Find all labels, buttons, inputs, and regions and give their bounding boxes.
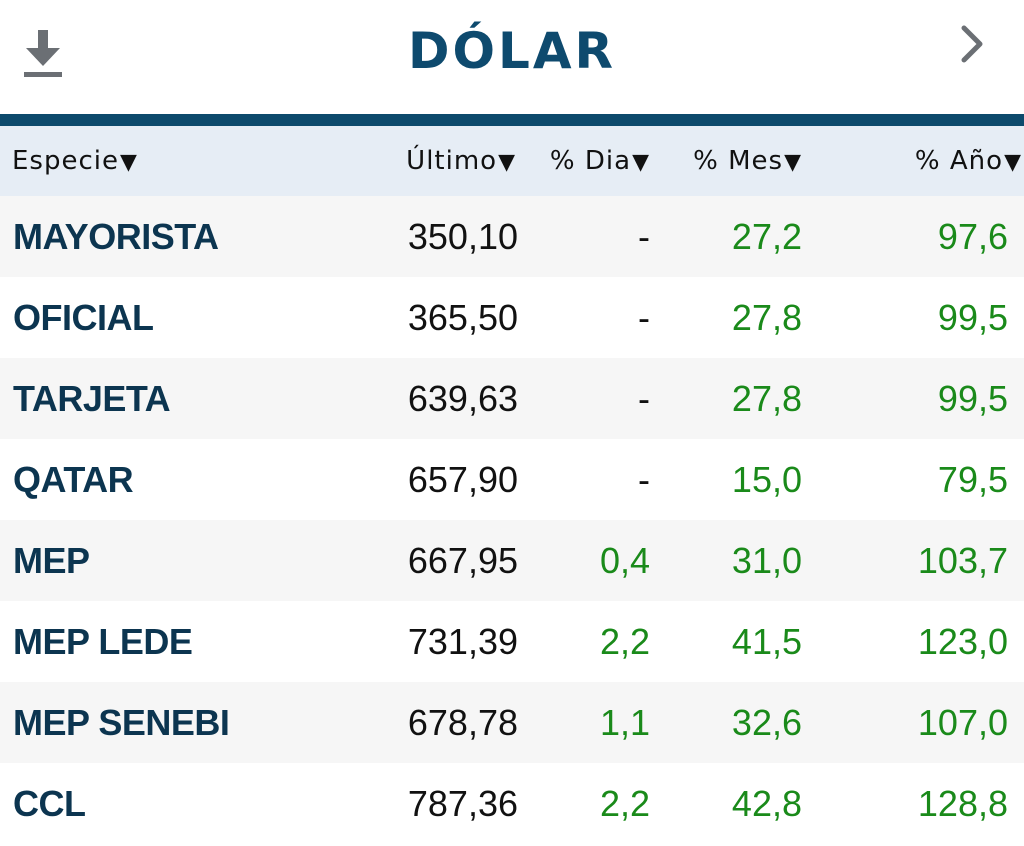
table-row[interactable]: QATAR 657,90 - 15,0 79,5 <box>0 439 1024 520</box>
row-month-change: 15,0 <box>731 458 802 500</box>
row-last: 365,50 <box>407 296 518 338</box>
column-header-mes[interactable]: % Mes▼ <box>693 146 802 176</box>
table-row[interactable]: OFICIAL 365,50 - 27,8 99,5 <box>0 277 1024 358</box>
header-divider <box>0 114 1024 126</box>
row-name: CCL <box>13 782 86 824</box>
row-month-change: 27,8 <box>731 377 802 419</box>
row-month-change: 42,8 <box>731 782 802 824</box>
widget-header: DÓLAR <box>0 0 1024 114</box>
row-month-change: 31,0 <box>731 539 802 581</box>
column-header-dia[interactable]: % Dia▼ <box>549 146 650 176</box>
row-year-change: 123,0 <box>917 620 1008 662</box>
row-name: MEP SENEBI <box>13 701 230 743</box>
row-year-change: 99,5 <box>937 296 1008 338</box>
row-day-change: 2,2 <box>599 782 650 824</box>
row-day-change: 2,2 <box>599 620 650 662</box>
row-name: OFICIAL <box>13 296 154 338</box>
row-last: 678,78 <box>407 701 518 743</box>
row-name: MEP LEDE <box>13 620 193 662</box>
table-row[interactable]: MEP SENEBI 678,78 1,1 32,6 107,0 <box>0 682 1024 763</box>
row-day-change: 0,4 <box>599 539 650 581</box>
download-icon[interactable] <box>22 30 64 78</box>
table-header-row: Especie▼ Último▼ % Dia▼ % Mes▼ % Año▼ <box>0 126 1024 196</box>
sort-arrow-icon: ▼ <box>632 150 650 175</box>
sort-arrow-icon: ▼ <box>498 150 516 175</box>
row-year-change: 99,5 <box>937 377 1008 419</box>
row-last: 350,10 <box>407 215 518 257</box>
row-year-change: 103,7 <box>917 539 1008 581</box>
row-day-change: - <box>638 296 650 338</box>
page-title: DÓLAR <box>407 22 617 80</box>
row-last: 667,95 <box>407 539 518 581</box>
row-year-change: 128,8 <box>917 782 1008 824</box>
table-row[interactable]: MAYORISTA 350,10 - 27,2 97,6 <box>0 196 1024 277</box>
row-last: 657,90 <box>407 458 518 500</box>
row-day-change: - <box>638 215 650 257</box>
table-row[interactable]: MEP LEDE 731,39 2,2 41,5 123,0 <box>0 601 1024 682</box>
table-row[interactable]: TARJETA 639,63 - 27,8 99,5 <box>0 358 1024 439</box>
column-header-especie[interactable]: Especie▼ <box>12 146 138 176</box>
column-header-ultimo[interactable]: Último▼ <box>406 146 516 176</box>
chevron-right-icon[interactable] <box>952 22 992 66</box>
sort-arrow-icon: ▼ <box>120 150 138 175</box>
row-last: 787,36 <box>407 782 518 824</box>
row-name: MEP <box>13 539 90 581</box>
row-year-change: 107,0 <box>917 701 1008 743</box>
row-month-change: 27,2 <box>731 215 802 257</box>
row-name: TARJETA <box>13 377 171 419</box>
row-day-change: - <box>638 377 650 419</box>
row-day-change: 1,1 <box>599 701 650 743</box>
row-month-change: 32,6 <box>731 701 802 743</box>
row-last: 731,39 <box>407 620 518 662</box>
row-last: 639,63 <box>407 377 518 419</box>
row-name: QATAR <box>13 458 134 500</box>
row-month-change: 27,8 <box>731 296 802 338</box>
row-day-change: - <box>638 458 650 500</box>
column-header-ano[interactable]: % Año▼ <box>914 146 1022 176</box>
row-month-change: 41,5 <box>731 620 802 662</box>
table-row[interactable]: CCL 787,36 2,2 42,8 128,8 <box>0 763 1024 844</box>
row-year-change: 79,5 <box>937 458 1008 500</box>
row-year-change: 97,6 <box>937 215 1008 257</box>
table-row[interactable]: MEP 667,95 0,4 31,0 103,7 <box>0 520 1024 601</box>
row-name: MAYORISTA <box>13 215 219 257</box>
sort-arrow-icon: ▼ <box>784 150 802 175</box>
quotes-table: Especie▼ Último▼ % Dia▼ % Mes▼ % Año▼ MA… <box>0 126 1024 844</box>
sort-arrow-icon: ▼ <box>1004 150 1022 175</box>
